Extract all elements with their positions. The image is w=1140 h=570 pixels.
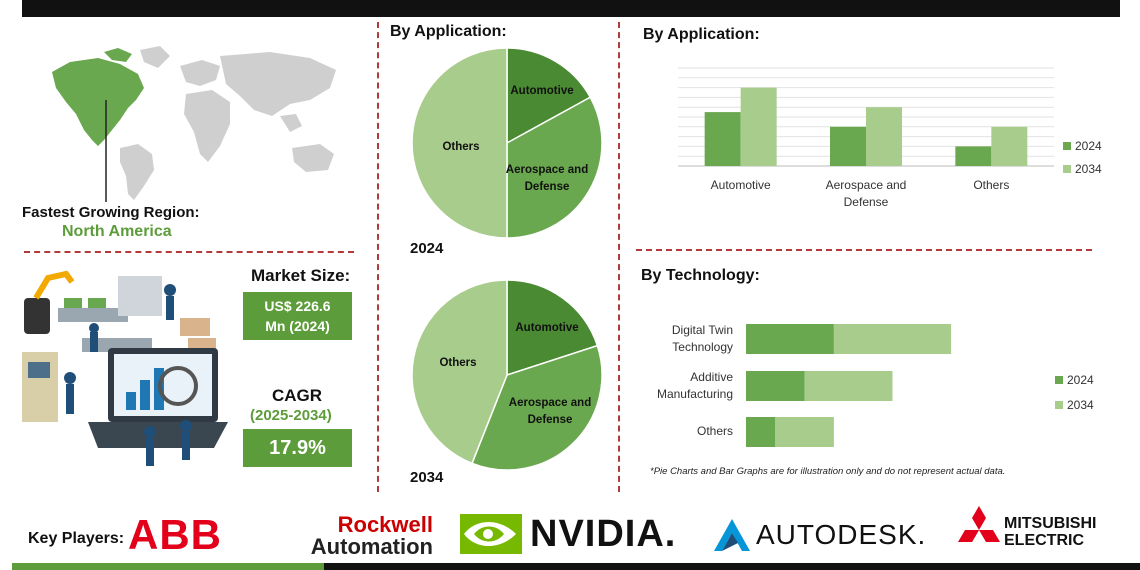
- top-title-bar: [22, 0, 1120, 17]
- bar-tech-legend-swatch-2034: [1055, 401, 1063, 409]
- bar-chart-application: Automotive Aerospace and Defense Others 2024…: [678, 67, 1102, 209]
- pie-2034-year: 2034: [410, 469, 444, 486]
- pies-heading: By Application:: [390, 23, 507, 40]
- logo-mitsubishi-line1: MITSUBISHI: [1004, 515, 1097, 532]
- pie-2024-year: 2024: [410, 240, 444, 257]
- pie-slice-2034-0: [506, 279, 599, 377]
- logo-rockwell-line2: Automation: [310, 534, 433, 559]
- bar-app-legend-swatch-2024: [1063, 142, 1071, 150]
- industry-illustration: [22, 270, 228, 466]
- pie-chart-2024: Automotive Aerospace and Defense Others: [411, 47, 603, 239]
- bar-tech-category-label: Digital Twin Technology: [672, 323, 733, 354]
- cagr-value: 17.9%: [269, 437, 326, 459]
- market-size-value-line1: US$ 226.6: [264, 298, 331, 314]
- bar-tech-2024-0: [746, 324, 834, 354]
- divider-horizontal-left: [24, 251, 354, 253]
- bar-app-2024-2: [955, 146, 992, 166]
- logo-autodesk: AUTODESK.: [756, 519, 927, 550]
- key-players-label: Key Players:: [28, 530, 125, 547]
- bar-tech-2034-2: [775, 417, 834, 447]
- north-america-region: [52, 58, 144, 146]
- bar-app-legend-swatch-2034: [1063, 165, 1071, 173]
- divider-vertical-left: [377, 22, 379, 492]
- pie-slice-2024-2: [411, 47, 508, 239]
- logo-abb: ABB: [128, 511, 222, 558]
- bar-app-2034-1: [866, 107, 902, 166]
- bar-chart-technology: Digital Twin Technology Additive Manufactur…: [657, 323, 1094, 447]
- logo-rockwell: Rockwell Automation: [273, 514, 433, 558]
- bar-app-category-label: Others: [973, 178, 1009, 192]
- pie-label-2034-0: Automotive: [515, 322, 578, 334]
- region-label: Fastest Growing Region:: [22, 204, 200, 221]
- logo-mitsubishi: MITSUBISHI ELECTRIC: [1004, 515, 1096, 549]
- chart-footnote: *Pie Charts and Bar Graphs are for illus…: [650, 466, 1006, 477]
- pie-label-2034-1: Aerospace and Defense: [509, 397, 591, 426]
- pie-label-2024-2: Others: [442, 141, 479, 153]
- bottom-accent-bar: [12, 563, 324, 570]
- mitsubishi-diamonds-icon: [958, 506, 1000, 542]
- logo-nvidia: NVIDIA.: [530, 513, 677, 555]
- divider-vertical-right: [618, 22, 620, 492]
- bar-app-2024-0: [704, 112, 741, 166]
- divider-horizontal-right: [636, 249, 1092, 251]
- pie-slice-2034-2: [411, 279, 508, 465]
- cagr-label: CAGR: [272, 386, 323, 405]
- market-size-value-line2: Mn (2024): [265, 318, 330, 334]
- pie-label-2034-2: Others: [439, 357, 476, 369]
- pie-slice-2024-0: [506, 47, 592, 145]
- world-map: [52, 46, 336, 202]
- bar-tech-category-label: Additive Manufacturing: [657, 370, 733, 401]
- bar-tech-2024-2: [746, 417, 776, 447]
- market-size-box: US$ 226.6 Mn (2024): [243, 292, 352, 340]
- autodesk-icon: [714, 519, 750, 551]
- bar-tech-2034-0: [833, 324, 952, 354]
- bar-tech-heading: By Technology:: [641, 267, 760, 284]
- pie-chart-2034: Automotive Aerospace and Defense Others: [411, 279, 603, 471]
- logo-rockwell-line1: Rockwell: [337, 512, 433, 537]
- pie-label-2024-1: Aerospace and Defense: [506, 164, 588, 193]
- bar-app-legend-label-2034: 2034: [1075, 162, 1102, 176]
- market-size-label: Market Size:: [251, 266, 351, 285]
- pie-slice-2034-1: [471, 344, 603, 471]
- bar-app-2024-1: [830, 126, 866, 166]
- cagr-period: (2025-2034): [250, 407, 332, 424]
- bar-tech-legend-swatch-2024: [1055, 376, 1063, 384]
- bar-tech-legend-label-2034: 2034: [1067, 398, 1094, 412]
- pie-slice-2024-1: [506, 96, 603, 239]
- bottom-dark-bar: [324, 563, 1140, 570]
- bar-app-2034-2: [991, 126, 1028, 166]
- bar-app-legend-label-2024: 2024: [1075, 139, 1102, 153]
- logo-mitsubishi-line2: ELECTRIC: [1004, 532, 1084, 549]
- bar-tech-category-label: Others: [697, 424, 733, 438]
- bar-tech-legend-label-2024: 2024: [1067, 373, 1094, 387]
- bar-app-category-label: Aerospace and Defense: [826, 178, 907, 209]
- bar-app-2034-0: [740, 87, 777, 166]
- nvidia-eye-icon: [460, 514, 522, 554]
- cagr-value-box: 17.9%: [243, 429, 352, 467]
- bar-tech-2024-1: [746, 371, 805, 401]
- bar-tech-2034-1: [804, 371, 893, 401]
- bar-app-category-label: Automotive: [711, 178, 771, 192]
- region-value: North America: [62, 223, 172, 240]
- bar-app-heading: By Application:: [643, 26, 760, 43]
- pie-label-2024-0: Automotive: [510, 85, 573, 97]
